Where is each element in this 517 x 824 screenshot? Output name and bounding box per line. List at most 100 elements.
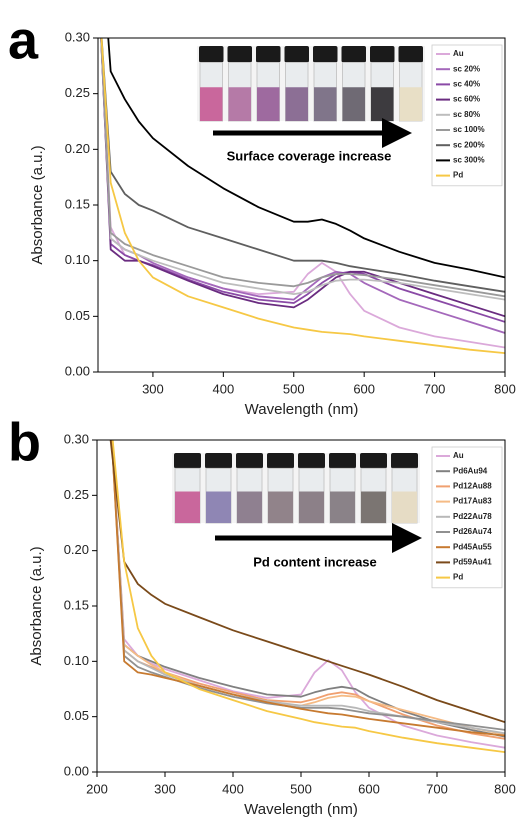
vial-liquid <box>330 491 355 523</box>
vial-liquid <box>237 491 262 523</box>
vial-liquid <box>200 87 223 121</box>
vial-cap <box>174 453 201 469</box>
legend-label: Pd <box>453 171 463 180</box>
vial-liquid <box>399 87 422 121</box>
legend-label: Au <box>453 49 464 58</box>
legend-label: sc 100% <box>453 125 485 134</box>
vial-liquid <box>257 87 280 121</box>
x-tick-label: 700 <box>424 381 446 396</box>
vial-liquid <box>299 491 324 523</box>
y-tick-label: 0.25 <box>64 487 89 502</box>
y-tick-label: 0.15 <box>65 196 90 211</box>
series-line <box>111 440 505 753</box>
vial-cap <box>341 46 366 63</box>
y-axis-label: Absorbance (a.u.) <box>29 145 46 264</box>
x-tick-label: 200 <box>86 781 108 796</box>
series-line <box>111 440 505 736</box>
series-line <box>100 38 505 354</box>
x-tick-label: 600 <box>358 781 380 796</box>
vial-cap <box>329 453 356 469</box>
legend-label: Pd17Au83 <box>453 497 492 506</box>
y-tick-label: 0.00 <box>64 763 89 778</box>
legend-label: Pd <box>453 573 463 582</box>
plot-frame <box>97 37 506 373</box>
y-tick-label: 0.20 <box>65 141 90 156</box>
vial-cap <box>298 453 325 469</box>
lines <box>109 440 505 753</box>
panel-label: a <box>8 10 39 70</box>
legend-label: sc 300% <box>453 156 485 165</box>
series-line <box>100 38 505 323</box>
series-line <box>107 38 505 279</box>
legend-label: sc 20% <box>453 64 480 73</box>
x-tick-label: 500 <box>290 781 312 796</box>
x-tick-label: 800 <box>494 381 516 396</box>
x-tick-label: 800 <box>494 781 516 796</box>
vial-cap <box>236 453 263 469</box>
y-tick-label: 0.05 <box>65 308 90 323</box>
annotation: Pd content increase <box>253 554 377 569</box>
legend-label: sc 200% <box>453 140 485 149</box>
vial-cap <box>313 46 338 63</box>
vial-cap <box>205 453 232 469</box>
vial-cap <box>267 453 294 469</box>
x-tick-label: 600 <box>353 381 375 396</box>
vial-liquid <box>175 491 200 523</box>
series-line <box>100 38 505 318</box>
series-line <box>110 440 505 737</box>
y-tick-label: 0.10 <box>65 252 90 267</box>
vial-cap <box>256 46 281 63</box>
x-tick-label: 300 <box>142 381 164 396</box>
vial-cap <box>284 46 309 63</box>
legend-label: sc 40% <box>453 80 480 89</box>
x-axis-label: Wavelength (nm) <box>245 401 359 418</box>
y-axis-label: Absorbance (a.u.) <box>28 546 45 665</box>
vial-cap <box>199 46 224 63</box>
chart-panel: 0.00 0.05 0.10 0.15 0.20 0.25 0.30 300 400 500 600… <box>8 10 516 418</box>
legend-label: Pd59Au41 <box>453 558 492 567</box>
legend-label: Pd26Au74 <box>453 527 492 536</box>
legend-label: Au <box>453 451 464 460</box>
legend-label: Pd12Au88 <box>453 482 492 491</box>
vial-cap <box>391 453 418 469</box>
y-tick-label: 0.20 <box>64 542 89 557</box>
series-line <box>100 38 505 298</box>
chart-panel: 0.00 0.05 0.10 0.15 0.20 0.25 0.30 200 300 400 500… <box>8 412 516 818</box>
plot-frame <box>96 439 506 773</box>
vial-liquid <box>371 87 394 121</box>
x-axis-label: Wavelength (nm) <box>244 801 358 818</box>
y-tick-label: 0.05 <box>64 708 89 723</box>
legend-label: sc 80% <box>453 110 480 119</box>
vial-cap <box>227 46 252 63</box>
x-tick-label: 400 <box>212 381 234 396</box>
x-tick-label: 700 <box>426 781 448 796</box>
vial-cap <box>370 46 395 63</box>
x-tick-label: 300 <box>154 781 176 796</box>
vial-liquid <box>285 87 308 121</box>
y-tick-label: 0.25 <box>65 85 90 100</box>
legend-label: Pd22Au78 <box>453 512 492 521</box>
panel-label: b <box>8 412 41 472</box>
vial-liquid <box>314 87 337 121</box>
vial-cap <box>398 46 423 63</box>
series-line <box>109 440 505 724</box>
x-tick-label: 500 <box>283 381 305 396</box>
x-tick-label: 400 <box>222 781 244 796</box>
vial-liquid <box>361 491 386 523</box>
vial-liquid <box>342 87 365 121</box>
vial-liquid <box>228 87 251 121</box>
series-line <box>110 440 505 731</box>
annotation: Surface coverage increase <box>227 148 392 163</box>
series-line <box>111 440 505 738</box>
y-tick-label: 0.15 <box>64 597 89 612</box>
vial-liquid <box>206 491 231 523</box>
y-tick-label: 0.00 <box>65 363 90 378</box>
vial-cap <box>360 453 387 469</box>
vial-liquid <box>392 491 417 523</box>
y-tick-label: 0.30 <box>65 29 90 44</box>
vial-liquid <box>268 491 293 523</box>
y-tick-label: 0.30 <box>64 431 89 446</box>
y-tick-label: 0.10 <box>64 653 89 668</box>
legend-label: Pd45Au55 <box>453 542 492 551</box>
